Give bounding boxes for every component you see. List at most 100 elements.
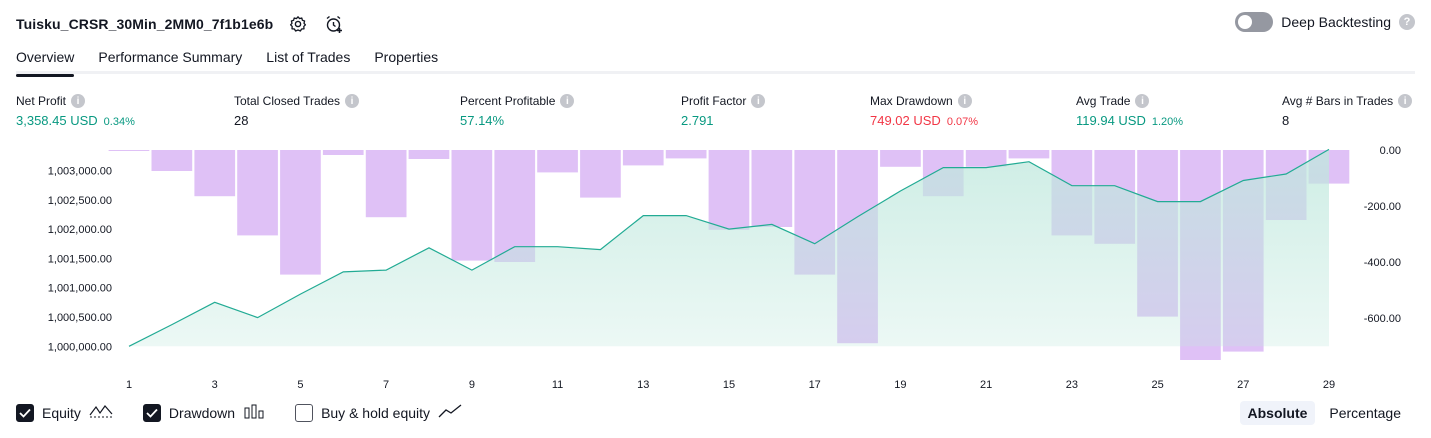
x-axis-tick-label: 27 [1237,379,1249,391]
metric-value: 749.02 USD [870,113,941,128]
metric-avg-trade: Avg Trade i 119.94 USD 1.20% [1076,93,1183,128]
strategy-header: Tuisku_CRSR_30Min_2MM0_7f1b1e6b [16,12,345,36]
trend-line-icon [438,403,462,422]
metric-percent: 0.34% [103,116,135,128]
info-icon[interactable]: i [71,94,86,108]
strategy-name: Tuisku_CRSR_30Min_2MM0_7f1b1e6b [16,16,274,32]
buy-hold-checkbox[interactable] [295,403,314,422]
percentage-button[interactable]: Percentage [1329,405,1401,421]
metric-label: Percent Profitable [460,94,556,108]
chart-legend: Equity Drawdown Buy & hold equity [16,403,492,422]
x-axis-tick-label: 15 [723,379,735,391]
metrics-row: Net Profit i 3,358.45 USD 0.34% Total Clos… [16,93,1415,129]
left-axis-tick-label: 1,002,500.00 [48,195,112,207]
right-axis-tick-label: -600.00 [1364,313,1401,325]
deep-backtesting-label: Deep Backtesting [1281,14,1391,30]
left-axis-tick-label: 1,000,000.00 [48,341,112,353]
tab-properties[interactable]: Properties [374,49,439,65]
legend-label: Drawdown [168,404,236,421]
gear-icon[interactable] [287,13,309,35]
metric-net-profit: Net Profit i 3,358.45 USD 0.34% [16,93,135,128]
x-axis-tick-label: 7 [383,379,389,391]
info-icon[interactable]: i [560,94,575,108]
metric-percent-profitable: Percent Profitable i 57.14% [460,93,575,128]
legend-buy-hold[interactable]: Buy & hold equity [295,403,462,422]
drawdown-bar [108,150,150,151]
deep-backtesting-toggle[interactable] [1235,12,1274,32]
drawdown-bar [237,150,278,236]
left-axis-tick-label: 1,003,000.00 [48,166,112,178]
metric-value: 119.94 USD [1076,113,1146,128]
left-axis-tick-label: 1,001,000.00 [48,283,112,295]
drawdown-bar [665,150,707,159]
left-axis-tick-label: 1,002,000.00 [48,224,112,236]
metric-max-drawdown: Max Drawdown i 749.02 USD 0.07% [870,93,978,128]
metric-label: Avg # Bars in Trades [1282,94,1394,108]
drawdown-bar [194,150,236,197]
drawdown-bar [151,150,193,171]
tab-overview[interactable]: Overview [16,44,75,77]
equity-drawdown-chart[interactable]: 1,003,000.00 1,002,500.00 1,002,000.00 1,00… [0,140,1431,395]
metric-value: 8 [1282,113,1290,128]
equity-line-icon [89,403,113,422]
left-axis-tick-label: 1,000,500.00 [48,312,112,324]
metric-label: Max Drawdown [870,94,953,108]
bar-chart-icon [243,403,265,422]
metric-label: Avg Trade [1076,94,1131,108]
x-axis-tick-label: 19 [894,379,906,391]
metric-value: 2.791 [681,113,714,128]
metric-avg-bars: Avg # Bars in Trades i 8 [1282,93,1413,128]
value-mode-switch: Absolute Percentage [1239,401,1410,425]
deep-backtesting: Deep Backtesting ? [1235,12,1415,32]
info-icon[interactable]: i [1398,94,1413,108]
metric-label: Total Closed Trades [234,94,341,108]
metric-value: 3,358.45 USD [16,113,98,128]
equity-area [129,149,1329,347]
info-icon[interactable]: i [957,94,972,108]
right-axis-tick-label: 0.00 [1380,145,1401,157]
x-axis-tick-label: 11 [552,379,563,391]
drawdown-bar [322,150,364,155]
drawdown-bar [451,150,493,261]
alarm-clock-plus-icon[interactable] [323,13,345,35]
metric-value: 57.14% [460,113,505,128]
legend-label: Buy & hold equity [321,404,431,421]
metric-label: Profit Factor [681,94,747,108]
x-axis-tick-label: 23 [1066,379,1078,391]
drawdown-bar [880,150,921,167]
metric-percent: 0.07% [946,116,979,128]
drawdown-bar [408,150,450,159]
drawdown-bar [280,150,321,275]
drawdown-bar [537,150,578,173]
right-axis-tick-label: -200.00 [1364,201,1401,213]
legend-drawdown[interactable]: Drawdown [142,403,265,422]
equity-checkbox[interactable] [16,403,34,422]
left-axis-tick-label: 1,001,500.00 [48,253,112,265]
metric-value: 28 [234,113,249,128]
legend-label: Equity [42,404,81,421]
drawdown-bar [965,150,1007,167]
absolute-button[interactable]: Absolute [1239,401,1316,425]
drawdown-bar [751,150,793,227]
right-axis-tick-label: -400.00 [1364,257,1401,269]
help-icon[interactable]: ? [1399,14,1415,30]
metric-label: Net Profit [16,94,67,108]
tab-performance-summary[interactable]: Performance Summary [98,49,243,65]
equity-line [128,148,1330,347]
info-icon[interactable]: i [751,94,766,108]
info-icon[interactable]: i [345,94,360,108]
x-axis-tick-label: 3 [212,379,218,391]
x-axis-tick-label: 17 [809,379,821,391]
drawdown-bar [580,150,621,198]
legend-equity[interactable]: Equity [16,403,113,422]
tab-list-of-trades[interactable]: List of Trades [266,49,351,65]
drawdown-bar [622,150,664,166]
drawdown-bar [365,150,407,218]
report-tabs: Overview Performance Summary List of Tra… [16,44,1415,77]
x-axis-tick-label: 21 [980,379,992,391]
drawdown-bar [494,150,536,262]
info-icon[interactable]: i [1135,94,1150,108]
x-axis-tick-label: 13 [637,379,649,391]
drawdown-checkbox[interactable] [142,403,161,422]
metric-total-closed-trades: Total Closed Trades i 28 [234,93,360,128]
